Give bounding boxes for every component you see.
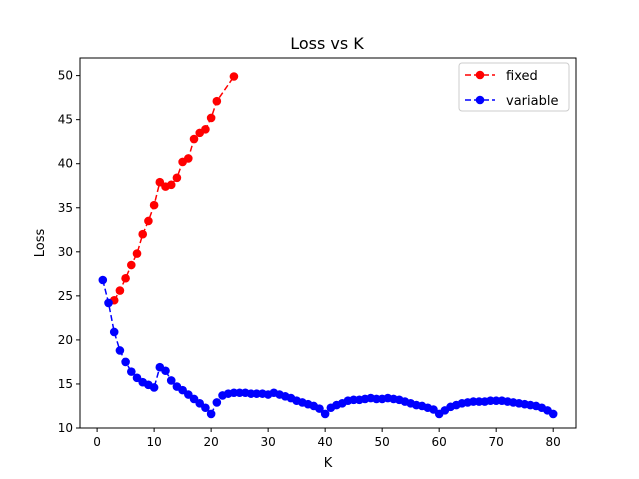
series-fixed-point	[115, 286, 125, 295]
series-variable-point	[161, 366, 170, 376]
series-variable-point	[212, 398, 222, 407]
series-fixed-point	[127, 260, 136, 270]
x-tick-label: 80	[546, 435, 561, 449]
series-variable-point	[115, 346, 125, 355]
series-variable-point	[109, 327, 119, 337]
x-tick-label: 50	[375, 435, 390, 449]
x-tick-label: 10	[146, 435, 161, 449]
plot-frame	[79, 57, 577, 429]
y-tick-label: 40	[58, 157, 73, 171]
series-variable-point	[201, 403, 210, 413]
x-tick-label: 20	[203, 435, 218, 449]
series-variable-point	[127, 367, 136, 376]
x-tick-label: 30	[260, 435, 275, 449]
legend-variable-marker	[475, 95, 485, 105]
series-variable-point	[548, 409, 558, 419]
y-axis-label: Loss	[33, 229, 48, 258]
x-tick-label: 60	[432, 435, 447, 449]
x-axis-ticks: 0 10 20 30 40 50 60 70 80	[93, 428, 561, 449]
series-variable	[98, 275, 558, 419]
series-fixed-point	[229, 72, 239, 81]
series-fixed-point	[132, 249, 142, 258]
series-variable-point	[315, 404, 324, 413]
series-fixed-point	[121, 273, 130, 283]
series-variable-point	[121, 357, 130, 367]
series-fixed-point	[206, 113, 216, 123]
series-fixed-point	[172, 173, 182, 183]
series-variable-point	[166, 376, 176, 385]
y-tick-label: 35	[58, 201, 73, 215]
series-variable-point	[206, 409, 216, 419]
series-variable-point	[104, 298, 113, 308]
series-fixed-point	[166, 180, 176, 190]
series-variable-point	[149, 383, 159, 392]
y-tick-label: 25	[58, 289, 73, 303]
x-tick-label: 0	[93, 435, 101, 449]
series-fixed-point	[189, 134, 199, 144]
y-tick-label: 45	[58, 113, 73, 127]
series-layer	[98, 72, 558, 419]
x-tick-label: 40	[318, 435, 333, 449]
x-axis-label: K	[324, 456, 333, 471]
legend-fixed-marker	[475, 70, 485, 80]
y-tick-label: 30	[58, 245, 73, 259]
series-variable-point	[98, 275, 108, 285]
legend-variable-label: variable	[506, 94, 558, 109]
series-fixed-point	[184, 154, 193, 163]
legend: fixed variable	[458, 62, 570, 112]
y-tick-label: 50	[58, 69, 73, 83]
y-tick-label: 10	[58, 421, 73, 435]
series-fixed-point	[212, 96, 222, 106]
series-variable-point	[320, 409, 330, 419]
series-fixed-point	[201, 125, 210, 134]
series-fixed-point	[149, 200, 159, 210]
series-fixed-point	[138, 229, 148, 239]
series-fixed-point	[144, 216, 153, 226]
x-tick-label: 70	[489, 435, 504, 449]
chart-title: Loss vs K	[290, 34, 364, 53]
legend-fixed-label: fixed	[506, 69, 538, 84]
y-tick-label: 20	[58, 333, 73, 347]
y-axis-ticks: 10 15 20 25 30 35 40 45 50	[58, 69, 80, 435]
y-tick-label: 15	[58, 377, 73, 391]
